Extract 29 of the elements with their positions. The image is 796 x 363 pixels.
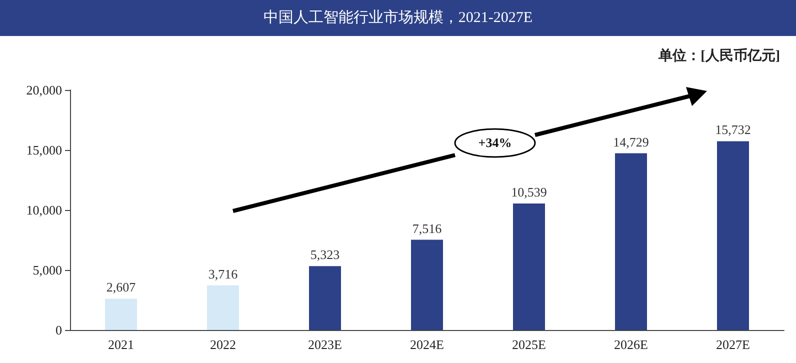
bar: [513, 204, 545, 330]
x-tick-label: 2022: [210, 337, 236, 352]
data-label: 2,607: [106, 280, 136, 295]
data-label: 5,323: [310, 247, 340, 262]
data-label: 3,716: [208, 266, 238, 282]
annotation: +34%: [477, 134, 513, 152]
text: 单位：[人民币亿元]: [658, 47, 780, 65]
bar: [717, 141, 749, 330]
y-tick-label: 15,000: [26, 142, 62, 158]
bar: [105, 298, 137, 330]
y-tick-label: 5,000: [32, 262, 62, 278]
data-label: 7,516: [412, 220, 442, 236]
data-label: 10,539: [511, 184, 547, 200]
x-tick-label: 2026E: [614, 337, 648, 352]
bar: [309, 266, 341, 330]
bar: [615, 153, 647, 330]
x-tick-label: 2025E: [512, 337, 546, 352]
x-tick-label: 2024E: [410, 337, 444, 352]
y-tick-label: 0: [56, 322, 62, 338]
data-label: 15,732: [715, 122, 751, 138]
x-tick-label: 2027E: [716, 337, 750, 352]
y-tick-label: 20,000: [26, 82, 62, 98]
bar: [207, 285, 239, 330]
x-tick-label: 2021: [108, 337, 134, 352]
x-tick-label: 2023E: [308, 337, 342, 352]
bar: [411, 240, 443, 330]
data-label: 14,729: [613, 134, 649, 150]
chart-title: 中国人工智能行业市场规模，2021-2027E: [0, 0, 796, 36]
y-tick-label: 10,000: [26, 202, 62, 218]
